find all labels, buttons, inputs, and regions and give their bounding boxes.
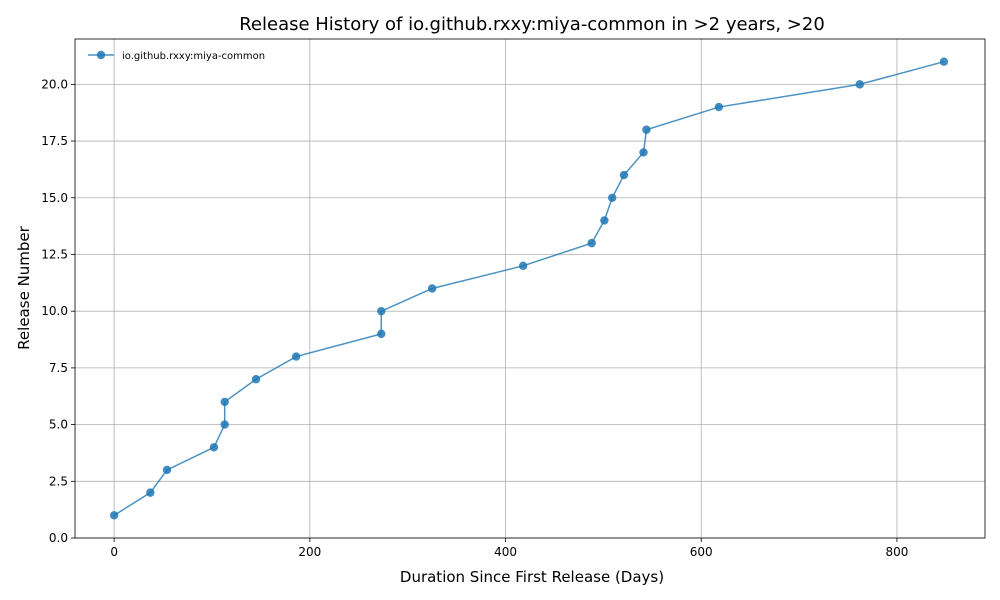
y-tick-label: 0.0 [49,531,68,545]
y-tick-label: 7.5 [49,361,68,375]
y-tick: 5.0 [49,418,75,432]
legend-marker [96,50,106,60]
data-point [377,329,386,339]
x-axis-ticks: 0 200 400 600 800 [110,538,908,559]
y-tick: 15.0 [41,191,75,205]
y-tick-label: 10.0 [41,304,68,318]
data-point [600,216,609,225]
data-point [642,125,651,134]
legend-label: io.github.rxxy:miya-common [122,51,265,62]
data-point [587,238,596,248]
y-tick: 12.5 [41,247,75,261]
grid-lines [75,39,985,539]
data-point [427,284,437,293]
x-tick-label: 600 [690,545,713,559]
y-tick-label: 2.5 [49,474,68,488]
y-axis-ticks: 0.0 2.5 5.0 7.5 10.0 12.5 15.0 17.5 20.0 [41,77,75,545]
data-point [855,80,864,89]
data-point [377,306,386,316]
data-point [291,352,301,361]
legend: io.github.rxxy:miya-common [88,50,265,62]
x-tick: 800 [885,538,908,559]
plot-area-frame [74,38,986,539]
chart-title: Release History of io.github.rxxy:miya-c… [239,14,825,35]
data-point [162,465,172,475]
series-line [113,60,945,516]
y-tick-label: 15.0 [41,191,68,205]
y-tick: 17.5 [41,134,75,148]
y-tick-label: 12.5 [41,247,68,261]
x-axis-label: Duration Since First Release (Days) [400,568,664,586]
y-axis-label: Release Number [15,225,33,349]
x-tick: 200 [298,538,321,559]
x-tick: 600 [690,538,713,559]
y-tick: 7.5 [49,361,75,375]
data-point [251,375,261,384]
data-point [146,488,155,497]
x-tick: 0 [110,538,118,559]
data-point [619,170,629,180]
x-tick-label: 800 [885,545,908,559]
x-tick-label: 200 [298,545,321,559]
y-tick: 2.5 [49,474,75,488]
x-tick-label: 0 [110,545,118,559]
y-tick: 20.0 [41,77,75,91]
y-tick-label: 5.0 [49,418,68,432]
data-point [607,193,617,202]
data-point [109,511,119,520]
data-point [939,57,949,66]
y-tick-label: 20.0 [41,77,68,91]
y-tick-label: 17.5 [41,134,68,148]
data-point [714,102,724,112]
x-tick: 400 [494,538,517,559]
series-layer [109,57,949,520]
data-point [518,261,528,271]
data-point [220,397,229,407]
x-tick-label: 400 [494,545,517,559]
y-tick: 10.0 [41,304,75,318]
legend-item: io.github.rxxy:miya-common [88,50,265,62]
y-tick: 0.0 [49,531,75,545]
data-point [209,443,219,452]
data-point [639,148,648,157]
data-point [220,420,229,429]
series-group [109,57,949,520]
